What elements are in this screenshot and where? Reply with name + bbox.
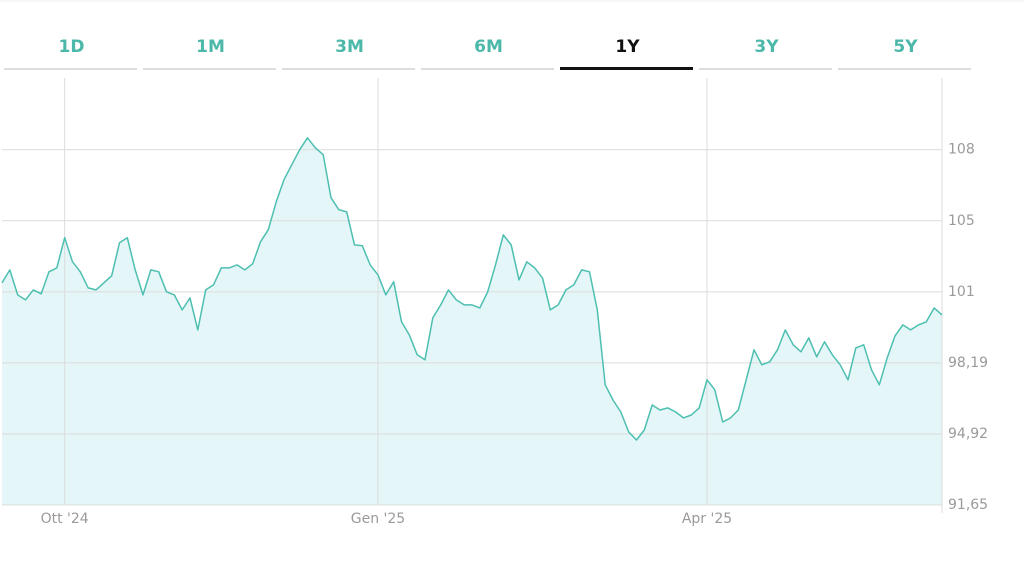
- y-tick-label: 101: [948, 284, 975, 300]
- price-line: [1, 137, 943, 441]
- tab-label[interactable]: 1D: [59, 37, 85, 57]
- tab-underline[interactable]: [560, 67, 693, 70]
- y-tick-label: 105: [948, 213, 975, 229]
- y-tick-label: 98,19: [948, 355, 988, 371]
- tab-underline[interactable]: [699, 68, 832, 70]
- y-tick-label: 94,92: [948, 426, 988, 442]
- tab-label[interactable]: 5Y: [893, 37, 918, 57]
- tab-label[interactable]: 3M: [335, 37, 364, 57]
- tab-underline[interactable]: [143, 68, 276, 70]
- x-tick-label: Ott '24: [41, 511, 89, 527]
- x-tick-label: Apr '25: [682, 511, 732, 527]
- tab-label[interactable]: 1Y: [615, 37, 640, 57]
- tab-underline[interactable]: [282, 68, 415, 70]
- y-tick-label: 108: [948, 142, 975, 158]
- tab-underline[interactable]: [4, 68, 137, 70]
- tab-label[interactable]: 6M: [474, 37, 503, 57]
- tab-label[interactable]: 3Y: [754, 37, 779, 57]
- y-tick-label: 91,65: [948, 497, 988, 513]
- tab-label[interactable]: 1M: [196, 37, 225, 57]
- area-fill: [2, 137, 942, 506]
- tab-underline[interactable]: [838, 68, 971, 70]
- tab-underline[interactable]: [421, 68, 554, 70]
- x-tick-label: Gen '25: [351, 511, 405, 527]
